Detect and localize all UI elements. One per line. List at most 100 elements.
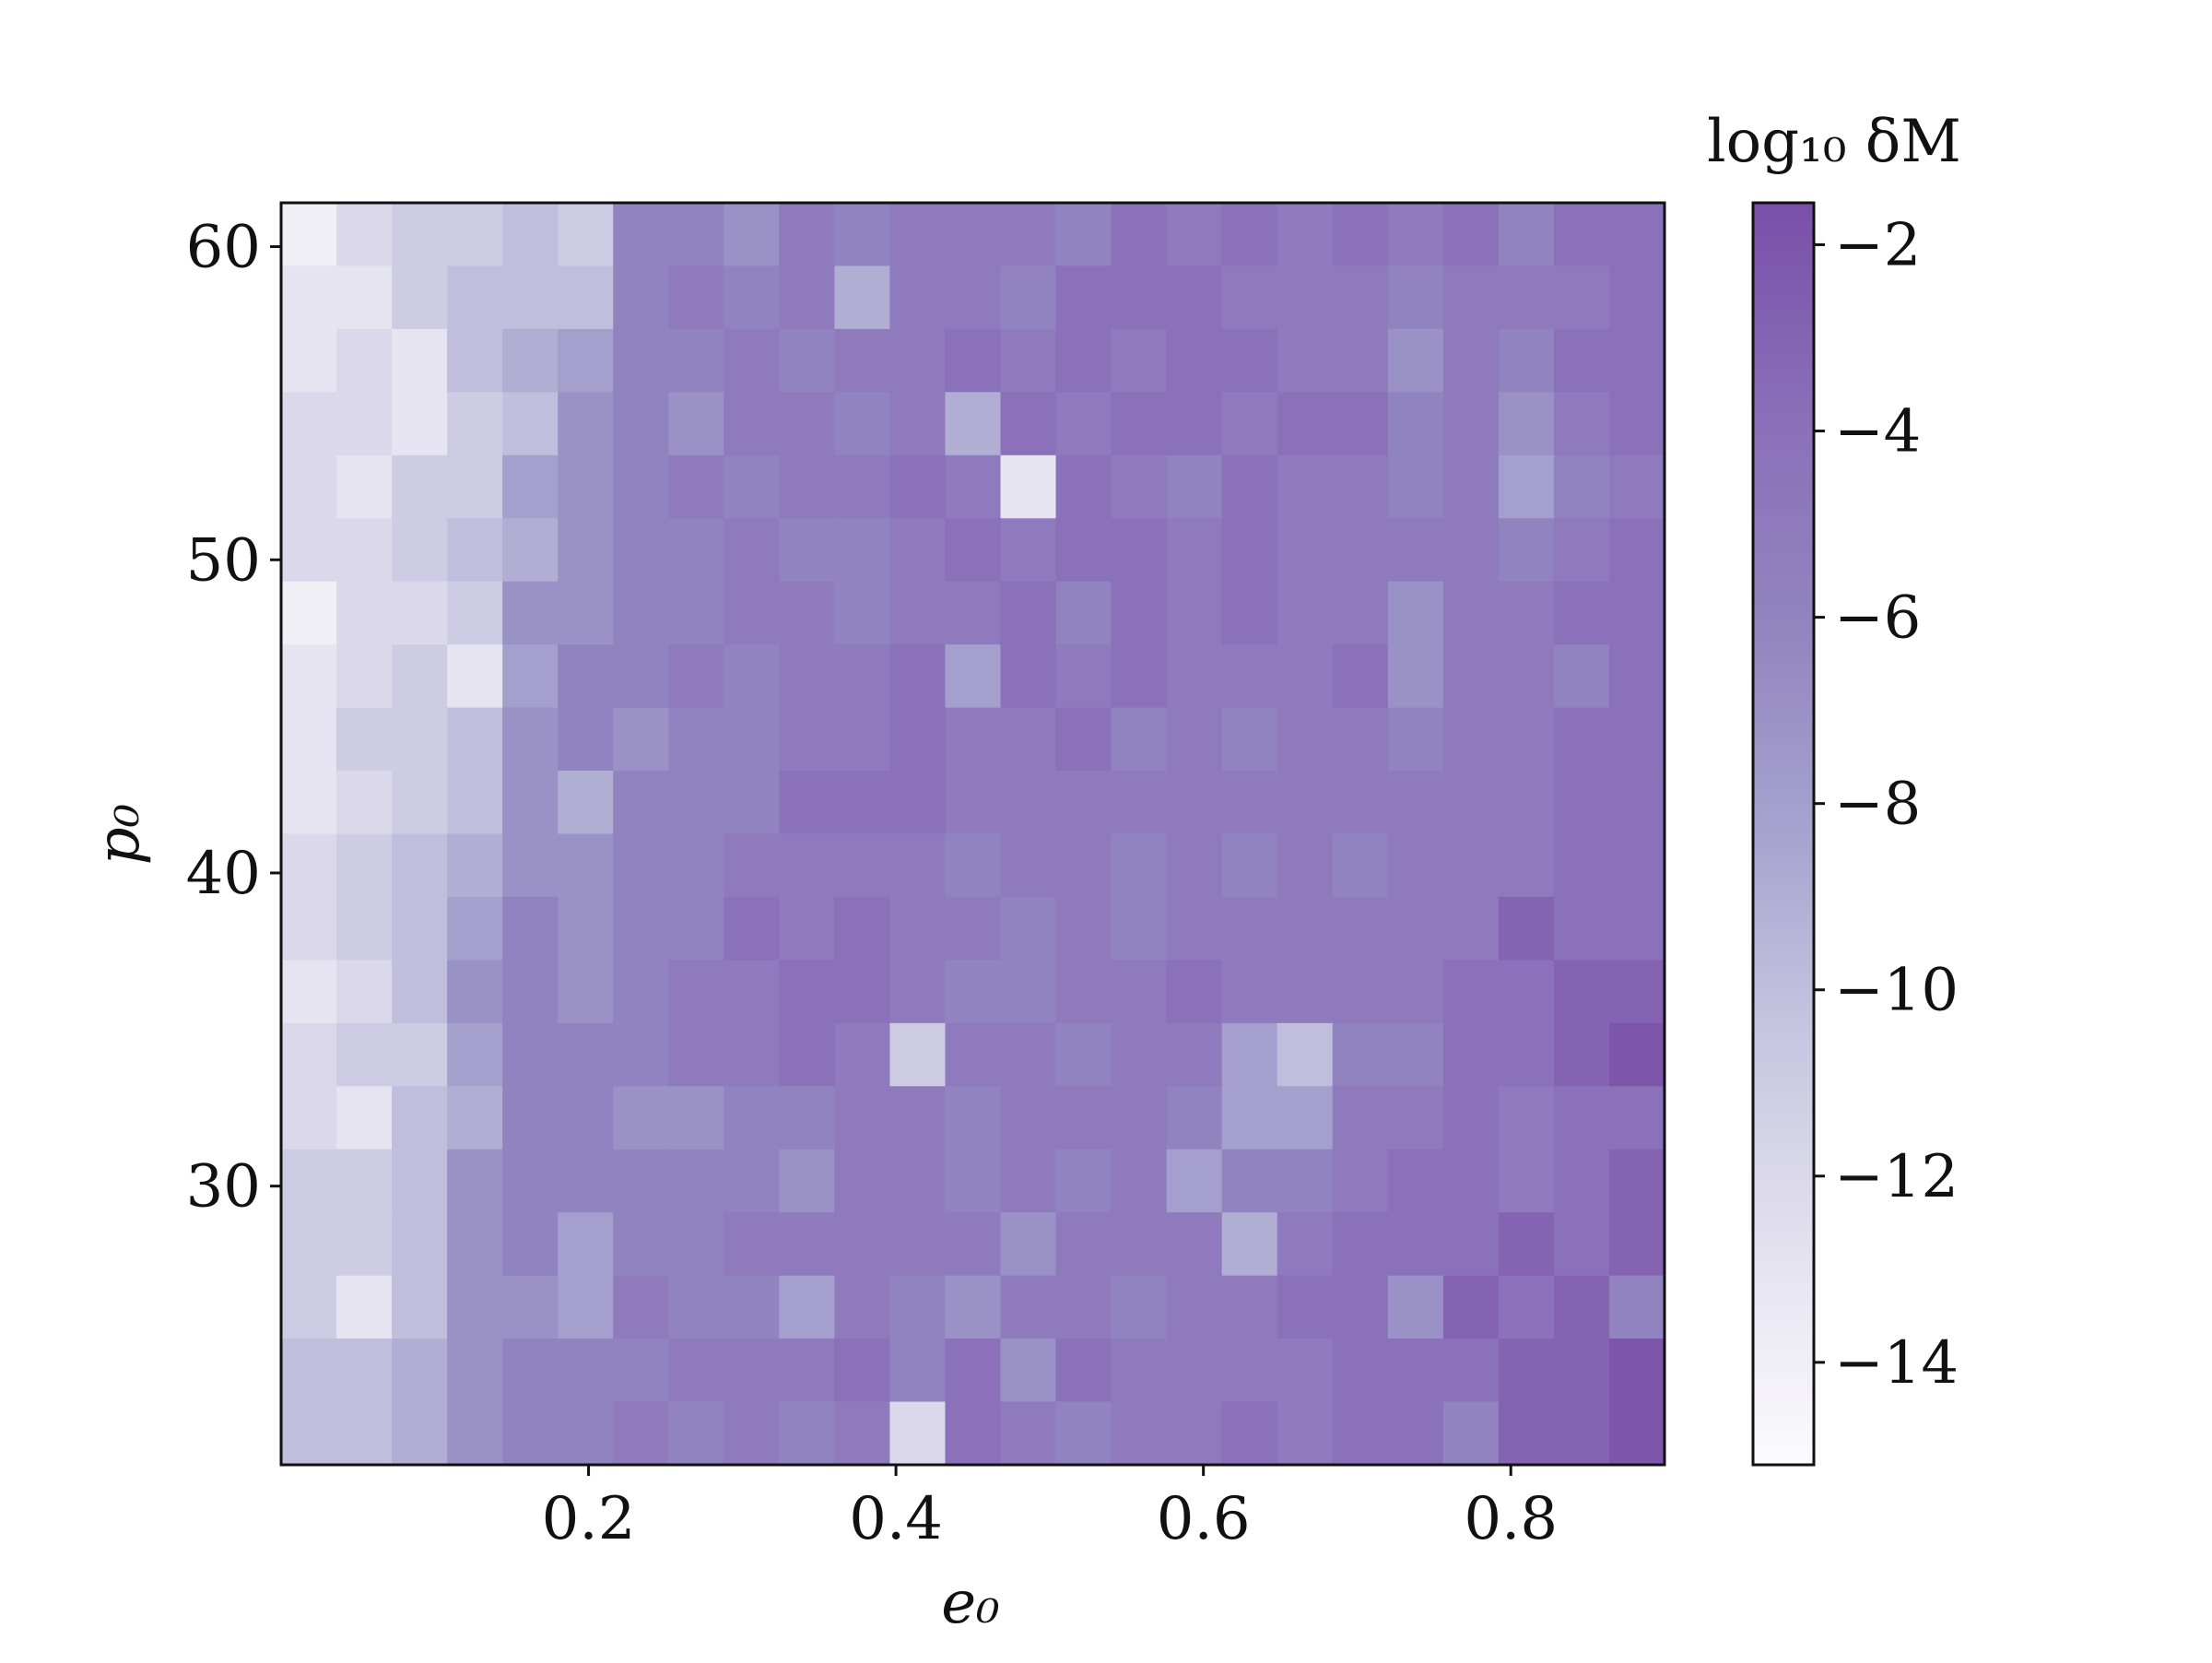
heatmap-cell [724,1022,780,1087]
heatmap-cell [1221,518,1278,583]
heatmap-cell [889,1401,947,1466]
heatmap-cell [1111,392,1168,456]
colorbar-label: log₁₀ δM [1707,108,1961,176]
heatmap-cell [613,392,669,456]
heatmap-cell [1608,771,1665,835]
heatmap-cell [724,1339,780,1403]
heatmap-cell [281,707,337,772]
heatmap-cell [502,203,559,267]
heatmap-cell [1166,1275,1223,1339]
heatmap-cell [1221,203,1278,267]
heatmap-cell [558,771,614,835]
heatmap-cell [779,203,835,267]
heatmap-cell [945,1149,1002,1213]
heatmap-cell [558,1275,614,1339]
heatmap-cell [558,454,614,519]
heatmap-cell [1498,581,1555,645]
heatmap-cell [558,392,614,456]
heatmap-cell [779,1086,835,1150]
heatmap-cell [613,960,669,1024]
heatmap-cell [945,644,1002,709]
heatmap-cell [1442,1212,1500,1277]
heatmap-cell [281,581,337,645]
heatmap-cell [779,328,835,393]
heatmap-cell [392,1275,448,1339]
heatmap-cell [281,771,337,835]
heatmap-cell [1166,1086,1223,1150]
heatmap-cell [1111,833,1168,898]
heatmap-cell [1055,833,1112,898]
heatmap-cell [1000,1086,1057,1150]
heatmap-cell [1166,1022,1223,1087]
heatmap-cell [1387,896,1444,961]
heatmap-cell [1055,454,1112,519]
heatmap-cell [1221,896,1278,961]
heatmap-cell [1332,644,1389,709]
heatmap-cell [336,581,393,645]
heatmap-cell [392,896,448,961]
heatmap-cell [1442,392,1500,456]
heatmap-cell [1055,392,1112,456]
heatmap-cell [1332,960,1389,1024]
heatmap-cell [1442,896,1500,961]
heatmap-cell [502,1401,559,1466]
heatmap-cell [1111,707,1168,772]
heatmap-cell [447,392,503,456]
heatmap-cell [281,960,337,1024]
heatmap-cell [558,265,614,330]
heatmap-cell [1608,581,1665,645]
heatmap-cell [1166,707,1223,772]
heatmap-cell [1055,1275,1112,1339]
heatmap-cell [1608,1401,1665,1466]
heatmap-cell [1111,960,1168,1024]
heatmap-cell [1000,644,1057,709]
heatmap-cell [668,518,724,583]
heatmap-cell [392,1022,448,1087]
heatmap-cell [889,1339,947,1403]
heatmap-cell [1608,1212,1665,1277]
heatmap-cell [945,833,1002,898]
heatmap-cell [1442,454,1500,519]
heatmap-cell [1332,771,1389,835]
heatmap-cell [724,1086,780,1150]
heatmap-cell [1553,771,1610,835]
heatmap-cell [1166,581,1223,645]
heatmap-cell [1442,833,1500,898]
heatmap-cell [502,581,559,645]
heatmap-cell [1553,1022,1610,1087]
heatmap-cell [1442,644,1500,709]
heatmap-cell [779,644,835,709]
heatmap-cell [1608,265,1665,330]
heatmap-cell [1277,203,1334,267]
heatmap-cell [1055,896,1112,961]
heatmap-cell [502,896,559,961]
heatmap-cell [945,1086,1002,1150]
heatmap-cell [447,328,503,393]
heatmap-cell [889,644,947,709]
heatmap-cell [1553,581,1610,645]
heatmap-cell [1608,896,1665,961]
heatmap-cell [447,581,503,645]
heatmap-cell [1000,896,1057,961]
heatmap-cell [668,265,724,330]
heatmap-cell [392,644,448,709]
heatmap-cell [1553,518,1610,583]
heatmap-cell [558,328,614,393]
heatmap-cell [1221,454,1278,519]
heatmap-cell [281,1401,337,1466]
heatmap-cell [1608,1022,1665,1087]
colorbar-tick-label: −4 [1834,398,1921,466]
heatmap-cell [1387,1022,1444,1087]
heatmap-cell [1111,454,1168,519]
heatmap-cell [834,960,891,1024]
heatmap-cell [1221,581,1278,645]
heatmap-cell [1387,1212,1444,1277]
heatmap-cell [779,392,835,456]
heatmap-cell [1442,1022,1500,1087]
heatmap-cell [558,833,614,898]
heatmap-cell [1387,1149,1444,1213]
heatmap-cell [779,707,835,772]
heatmap-cell [724,518,780,583]
heatmap-cell [1000,1275,1057,1339]
heatmap-cell [613,707,669,772]
